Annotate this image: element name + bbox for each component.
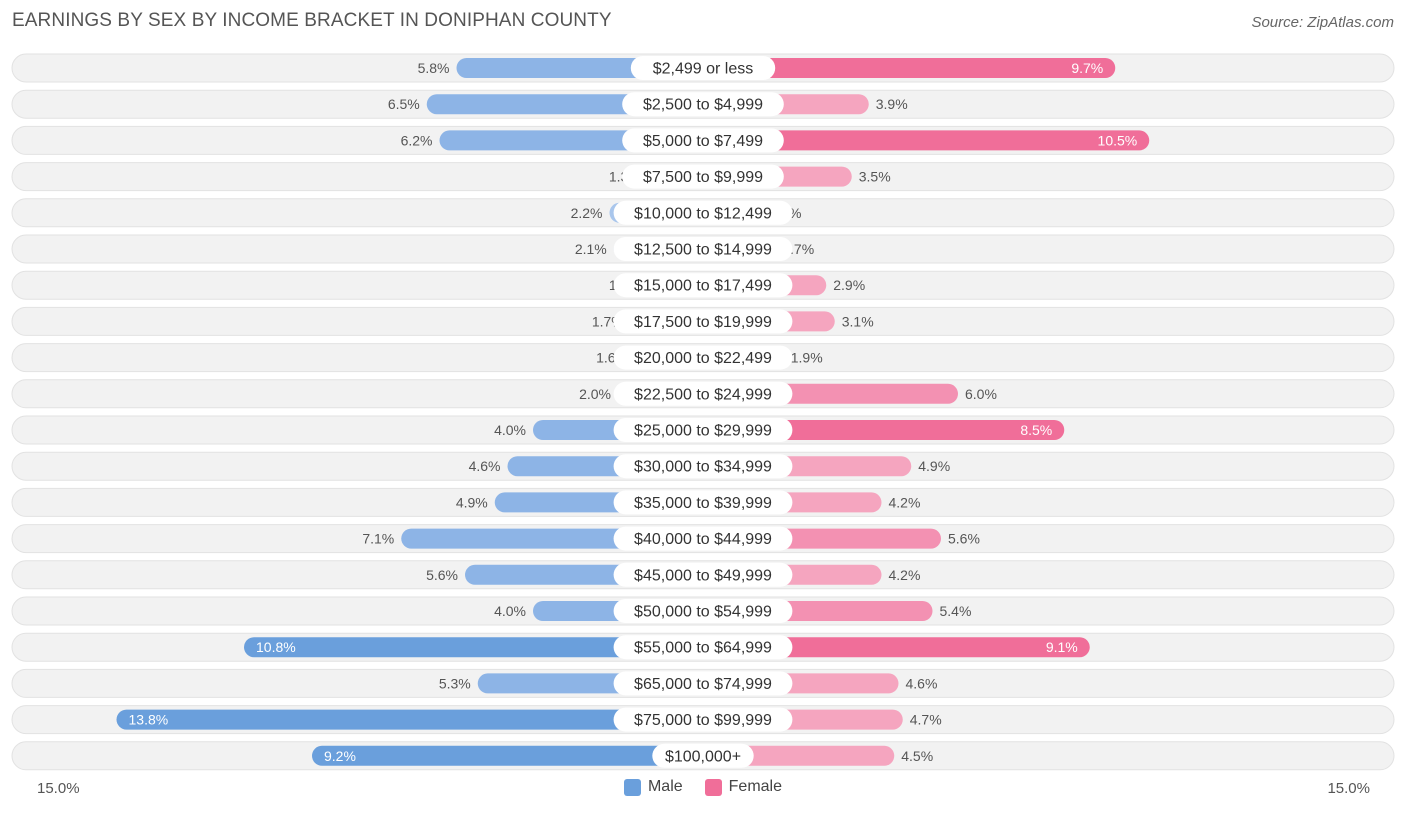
male-value-label: 4.6% xyxy=(469,458,501,474)
male-value-label: 5.6% xyxy=(426,567,458,583)
category-label-background xyxy=(613,599,793,623)
male-value-label: 9.2% xyxy=(324,748,356,764)
axis-min-label: 15.0% xyxy=(37,780,80,797)
category-label: $65,000 to $74,999 xyxy=(634,676,772,693)
legend-swatch-female xyxy=(704,778,722,796)
legend-label-female: Female xyxy=(728,778,783,795)
female-value-label: 4.5% xyxy=(901,748,933,764)
female-bar xyxy=(703,130,1150,151)
female-value-label: 4.9% xyxy=(918,458,950,474)
chart-title: EARNINGS BY SEX BY INCOME BRACKET IN DON… xyxy=(12,10,612,31)
male-value-label: 4.0% xyxy=(494,603,526,619)
category-label: $40,000 to $44,999 xyxy=(634,531,772,548)
male-value-label: 2.2% xyxy=(571,205,603,221)
category-label-background xyxy=(613,707,793,732)
legend-swatch-male xyxy=(623,778,641,796)
female-value-label: 4.6% xyxy=(906,675,938,691)
male-value-label: 6.2% xyxy=(401,132,433,148)
category-label-background xyxy=(622,128,784,153)
female-value-label: 3.5% xyxy=(859,169,891,185)
category-label: $50,000 to $54,999 xyxy=(634,604,772,621)
female-value-label: 2.9% xyxy=(833,277,865,293)
legend-item-male[interactable]: Male xyxy=(623,778,683,796)
female-value-label: 5.4% xyxy=(940,603,972,619)
category-label: $55,000 to $64,999 xyxy=(634,640,772,657)
category-label: $30,000 to $34,999 xyxy=(634,459,772,476)
female-value-label: 8.5% xyxy=(1020,422,1052,438)
category-label: $25,000 to $29,999 xyxy=(634,423,772,440)
category-label: $20,000 to $22,499 xyxy=(634,350,772,367)
male-value-label: 5.8% xyxy=(418,60,450,76)
male-value-label: 2.0% xyxy=(579,386,611,402)
female-value-label: 9.7% xyxy=(1071,60,1103,76)
source-credit: Source: ZipAtlas.com xyxy=(1251,14,1394,31)
female-value-label: 3.9% xyxy=(876,96,908,112)
female-value-label: 1.9% xyxy=(791,350,823,366)
category-label: $75,000 to $99,999 xyxy=(634,712,772,729)
legend-item-female[interactable]: Female xyxy=(704,778,783,796)
category-label-background xyxy=(652,743,754,768)
category-label-background xyxy=(613,671,793,696)
category-label-background xyxy=(613,418,793,442)
category-label-background xyxy=(622,164,784,189)
female-value-label: 3.1% xyxy=(842,313,874,329)
category-label: $35,000 to $39,999 xyxy=(634,495,772,512)
category-label-background xyxy=(613,273,793,298)
male-value-label: 13.8% xyxy=(129,712,169,728)
female-value-label: 4.2% xyxy=(889,567,921,583)
category-label-background xyxy=(630,56,776,80)
male-bar xyxy=(244,637,703,658)
category-label: $17,500 to $19,999 xyxy=(634,314,772,331)
category-label-background xyxy=(613,200,793,225)
female-value-label: 6.0% xyxy=(965,386,997,402)
category-label: $100,000+ xyxy=(665,748,741,765)
male-bar xyxy=(116,709,703,730)
category-label-background xyxy=(613,454,793,479)
category-label: $10,000 to $12,499 xyxy=(634,205,772,222)
female-value-label: 4.7% xyxy=(910,712,942,728)
category-label-background xyxy=(613,237,793,261)
female-value-label: 9.1% xyxy=(1046,639,1078,655)
female-value-label: 5.6% xyxy=(948,531,980,547)
category-label: $15,000 to $17,499 xyxy=(634,278,772,295)
category-label-background xyxy=(613,309,793,334)
category-label: $12,500 to $14,999 xyxy=(634,242,772,259)
category-label: $5,000 to $7,499 xyxy=(643,133,763,150)
category-label: $22,500 to $24,999 xyxy=(634,386,772,403)
female-value-label: 10.5% xyxy=(1098,132,1138,148)
female-bar xyxy=(703,58,1116,78)
legend: Male Female xyxy=(0,778,1406,796)
male-value-label: 7.1% xyxy=(362,531,394,547)
female-bar xyxy=(703,420,1065,440)
male-value-label: 5.3% xyxy=(439,675,471,691)
category-label: $7,500 to $9,999 xyxy=(643,169,763,186)
axis-max-label: 15.0% xyxy=(1327,780,1370,797)
male-value-label: 2.1% xyxy=(575,241,607,257)
category-label-background xyxy=(613,526,793,551)
category-label-background xyxy=(613,381,793,406)
male-value-label: 6.5% xyxy=(388,96,420,112)
category-label: $2,499 or less xyxy=(653,61,754,78)
category-label-background xyxy=(622,92,784,117)
category-label-background xyxy=(613,562,793,587)
female-value-label: 4.2% xyxy=(889,494,921,510)
category-label-background xyxy=(613,345,793,370)
male-value-label: 4.0% xyxy=(494,422,526,438)
female-bar xyxy=(703,637,1090,658)
male-value-label: 4.9% xyxy=(456,494,488,510)
category-label-background xyxy=(613,635,793,660)
category-label: $2,500 to $4,999 xyxy=(643,97,763,114)
legend-label-male: Male xyxy=(647,778,683,795)
category-label-background xyxy=(613,490,793,515)
male-bar xyxy=(312,745,703,766)
category-label: $45,000 to $49,999 xyxy=(634,567,772,584)
male-value-label: 10.8% xyxy=(256,639,296,655)
